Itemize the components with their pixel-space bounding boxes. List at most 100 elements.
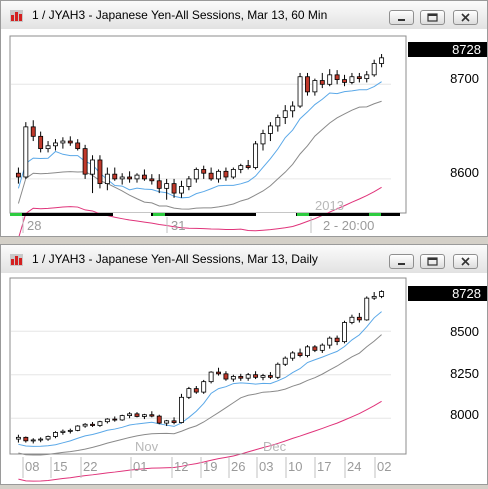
candle-body	[245, 374, 251, 379]
candle-body	[179, 396, 184, 423]
x-tick-label: 12	[174, 459, 188, 474]
candle-body	[23, 126, 29, 178]
candle-body	[97, 159, 103, 185]
candle-body	[290, 352, 296, 359]
y-tick-label: 8250	[450, 366, 479, 381]
candle-body	[82, 423, 88, 427]
candle-body	[171, 183, 177, 194]
candle-body	[156, 180, 162, 189]
close-icon	[461, 13, 470, 22]
restore-button[interactable]	[420, 10, 445, 25]
plot-area[interactable]	[9, 35, 407, 214]
minimize-button[interactable]	[389, 254, 414, 269]
x-tick-label: 01	[133, 459, 147, 474]
candle-body	[149, 178, 155, 182]
candle-body	[267, 125, 273, 134]
candle-body	[149, 414, 155, 417]
ma-fast-line	[17, 81, 382, 199]
price-chart[interactable]: Nov Dec 8728 8500 8250 8000 08 15 22 01 12 19…	[1, 273, 487, 484]
window-titlebar[interactable]: 1 / JYAH3 - Japanese Yen-All Sessions, M…	[1, 1, 487, 30]
candle-body	[208, 371, 214, 383]
candle-body	[53, 432, 58, 437]
chart-window-60min[interactable]: 1 / JYAH3 - Japanese Yen-All Sessions, M…	[0, 0, 488, 237]
candle-body	[349, 316, 355, 323]
candle-body	[201, 169, 207, 174]
x-tick-label: 26	[231, 459, 245, 474]
x-tick-label: 22	[83, 459, 97, 474]
y-tick-label: 8600	[450, 165, 479, 180]
candle-body	[327, 74, 333, 85]
candle-body	[127, 176, 133, 180]
candle-body	[141, 174, 147, 180]
candle-body	[216, 170, 221, 180]
candle-body	[193, 388, 199, 393]
candle-body	[23, 436, 29, 442]
candle-body	[319, 80, 325, 85]
x-tick-label: 02	[377, 459, 391, 474]
close-button[interactable]	[453, 254, 478, 269]
candle-body	[275, 117, 281, 127]
candle-body	[275, 363, 281, 378]
restore-icon	[427, 13, 438, 22]
candle-body	[112, 418, 118, 421]
candle-body	[67, 140, 73, 144]
price-chart[interactable]: 2013 8728 8700 8600 28 31 2 - 20:00	[1, 29, 487, 236]
minimize-icon	[398, 263, 405, 265]
candle-body	[297, 76, 303, 107]
chart-app-icon	[10, 254, 23, 266]
candle-body	[112, 173, 118, 180]
candle-body	[119, 415, 125, 421]
candle-body	[349, 76, 355, 83]
last-price-label: 8728	[452, 42, 481, 57]
candle-body	[216, 371, 221, 375]
candle-body	[82, 148, 88, 175]
candle-body	[371, 295, 377, 299]
candle-body	[171, 420, 177, 423]
candle-body	[97, 421, 103, 426]
window-titlebar[interactable]: 1 / JYAH3 - Japanese Yen-All Sessions, M…	[1, 245, 487, 274]
x-tick-label: 15	[53, 459, 67, 474]
restore-button[interactable]	[420, 254, 445, 269]
candle-body	[312, 80, 318, 93]
y-tick-label: 8000	[450, 407, 479, 422]
candle-body	[223, 170, 229, 178]
candle-body	[305, 76, 310, 93]
session-bar	[10, 213, 400, 216]
candle-body	[201, 381, 207, 393]
candle-body	[164, 420, 170, 424]
candle-body	[45, 145, 51, 150]
candle-body	[238, 165, 244, 170]
close-icon	[461, 257, 470, 266]
candle-body	[53, 142, 58, 147]
candle-body	[104, 418, 110, 423]
candle-body	[134, 174, 140, 180]
candle-body	[75, 425, 81, 431]
candle-body	[305, 346, 310, 356]
candle-body	[75, 142, 81, 150]
candle-body	[379, 57, 385, 64]
candle-body	[90, 423, 95, 426]
close-button[interactable]	[453, 10, 478, 25]
x-tick-label: 08	[25, 459, 39, 474]
candle-body	[282, 357, 288, 365]
last-price-marker: 8728	[408, 42, 487, 57]
restore-icon	[427, 257, 438, 266]
candle-body	[364, 74, 370, 80]
candle-body	[230, 376, 236, 380]
candle-body	[208, 172, 214, 180]
x-tick-label: 24	[347, 459, 361, 474]
minimize-button[interactable]	[389, 10, 414, 25]
plot-area[interactable]	[9, 277, 407, 455]
month-label: Dec	[263, 439, 287, 454]
candle-body	[15, 436, 21, 440]
candle-body	[379, 291, 385, 297]
candle-body	[319, 344, 325, 351]
candle-body	[193, 169, 199, 180]
candle-body	[186, 178, 192, 187]
candle-body	[38, 438, 44, 441]
chart-window-daily[interactable]: 1 / JYAH3 - Japanese Yen-All Sessions, M…	[0, 244, 488, 485]
candle-body	[238, 376, 244, 379]
x-tick-label: 10	[288, 459, 302, 474]
candle-body	[134, 413, 140, 417]
candle-body	[290, 105, 296, 112]
